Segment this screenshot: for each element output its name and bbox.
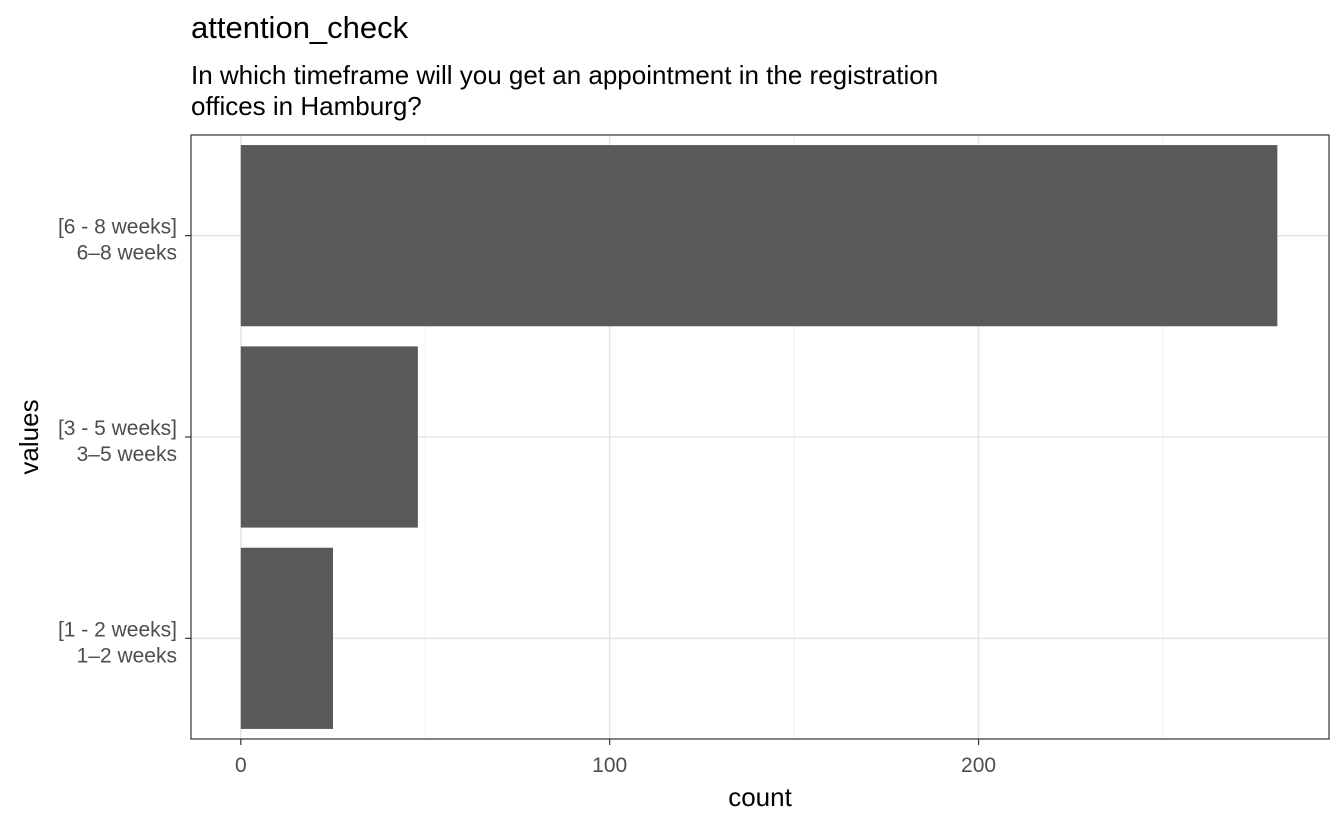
- bar: [240, 346, 418, 528]
- y-tick-label: [1 - 2 weeks]: [58, 618, 177, 641]
- bars: [240, 145, 1278, 729]
- x-tick-label: 0: [235, 754, 247, 777]
- subtitle-line-2: offices in Hamburg?: [191, 91, 422, 121]
- chart-title: attention_check: [191, 10, 409, 45]
- y-tick-label-secondary: 6–8 weeks: [77, 242, 177, 265]
- x-tick-label: 100: [592, 754, 627, 777]
- x-tick-label: 200: [961, 754, 996, 777]
- y-axis-title: values: [14, 399, 44, 474]
- x-axis: 0 100 200: [235, 739, 996, 777]
- y-tick-label: [3 - 5 weeks]: [58, 417, 177, 440]
- y-tick-label-secondary: 3–5 weeks: [77, 443, 177, 466]
- y-tick-label: [6 - 8 weeks]: [58, 216, 177, 239]
- x-axis-title: count: [728, 782, 792, 812]
- subtitle-line-1: In which timeframe will you get an appoi…: [191, 60, 939, 90]
- bar: [240, 145, 1278, 327]
- bar: [240, 547, 334, 729]
- chart-subtitle: In which timeframe will you get an appoi…: [191, 60, 938, 122]
- y-tick-label-secondary: 1–2 weeks: [77, 644, 177, 667]
- y-axis: [6 - 8 weeks] 6–8 weeks [3 - 5 weeks] 3–5 w…: [58, 216, 191, 667]
